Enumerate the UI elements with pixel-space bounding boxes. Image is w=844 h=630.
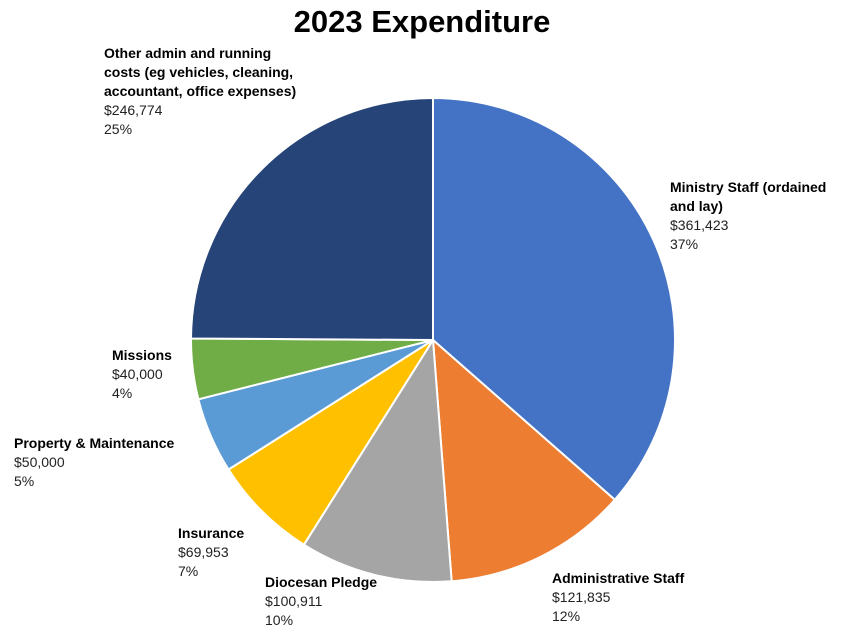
slice-percent: 12% [552, 608, 581, 624]
pie-slice-1 [431, 337, 617, 583]
slice-percent: 25% [104, 121, 133, 137]
label-missions: Missions $40,000 4% [112, 346, 172, 403]
label-administrative-staff: Administrative Staff $121,835 12% [552, 569, 684, 626]
label-property-maintenance: Property & Maintenance $50,000 5% [14, 434, 174, 491]
slice-value: $121,835 [552, 589, 611, 605]
pie-slice-3 [227, 339, 434, 547]
slice-name: Property & Maintenance [14, 435, 175, 451]
pie-slice-6 [189, 96, 434, 342]
slice-name: Diocesan Pledge [265, 574, 378, 590]
slice-name: Ministry Staff (ordained and lay) [670, 179, 827, 214]
slice-value: $100,911 [265, 593, 323, 609]
slice-percent: 4% [112, 385, 133, 401]
label-insurance: Insurance $69,953 7% [178, 524, 244, 581]
slice-value: $50,000 [14, 454, 65, 470]
chart-title: 2023 Expenditure [293, 4, 551, 39]
slice-name: Administrative Staff [552, 570, 685, 586]
slice-value: $246,774 [104, 102, 163, 118]
label-ministry-staff: Ministry Staff (ordained and lay) $361,4… [670, 178, 826, 254]
slice-percent: 10% [265, 612, 294, 628]
label-diocesan-pledge: Diocesan Pledge $100,911 10% [265, 573, 377, 630]
pie-slice-2 [302, 336, 453, 583]
slice-value: $40,000 [112, 366, 163, 382]
slice-percent: 7% [178, 563, 199, 579]
label-other-admin: Other admin and running costs (eg vehicl… [104, 44, 296, 139]
slice-value: $69,953 [178, 544, 229, 560]
pie-slice-0 [432, 96, 676, 502]
slice-percent: 37% [670, 236, 699, 252]
slice-percent: 5% [14, 473, 35, 489]
slice-value: $361,423 [670, 217, 729, 233]
slice-name: Insurance [178, 525, 245, 541]
slice-name: Other admin and running costs (eg vehicl… [104, 45, 297, 99]
slice-name: Missions [112, 347, 172, 363]
